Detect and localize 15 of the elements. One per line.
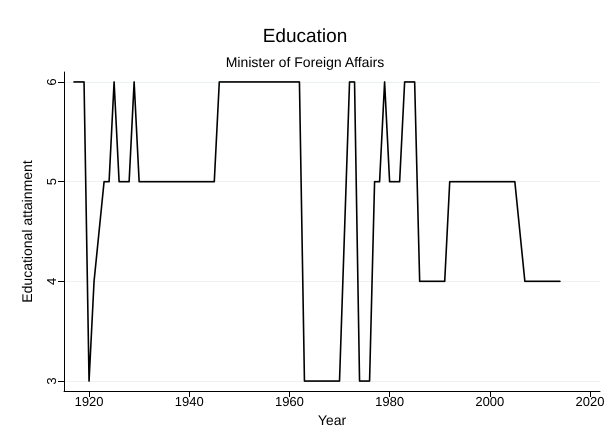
y-tick-label: 3 xyxy=(44,377,59,385)
x-tick-label: 1920 xyxy=(74,394,104,409)
chart-title: Education xyxy=(262,26,348,47)
x-tick-label: 1960 xyxy=(274,394,304,409)
x-tick-label: 2000 xyxy=(475,394,504,409)
y-tick-label: 6 xyxy=(44,78,59,86)
line-series xyxy=(73,81,561,382)
x-axis-title: Year xyxy=(318,412,346,428)
y-axis-title: Educational attainment xyxy=(19,160,35,303)
x-tick-label: 2020 xyxy=(576,394,604,409)
y-tick-label: 4 xyxy=(44,278,59,285)
chart-subtitle: Minister of Foreign Affairs xyxy=(226,54,384,70)
x-tick-label: 1940 xyxy=(174,394,204,409)
x-tick-label: 1980 xyxy=(375,394,404,409)
y-tick-label: 5 xyxy=(44,178,59,186)
